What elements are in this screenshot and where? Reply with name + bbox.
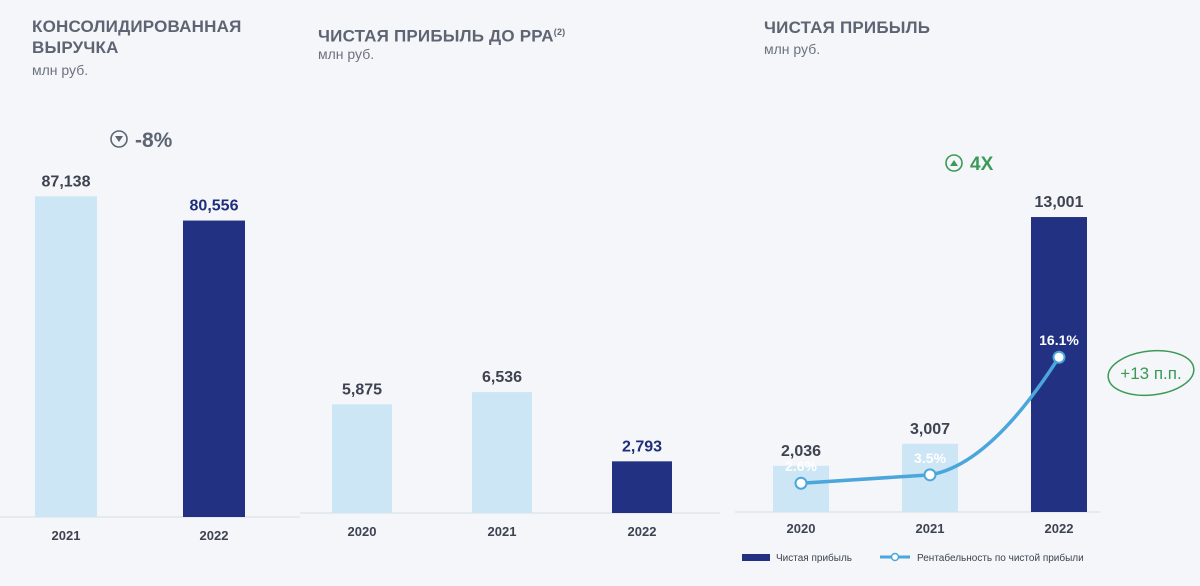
margin-line [799,355,1061,485]
revenue-unit: млн руб. [32,62,89,78]
revenue-title-line2: ВЫРУЧКА [32,38,119,57]
up-arrow-icon [945,154,963,172]
revenue-panel: КОНСОЛИДИРОВАННАЯ ВЫРУЧКА млн руб. -8% 8… [0,0,300,586]
net-profit-panel: ЧИСТАЯ ПРИБЫЛЬ млн руб. 4X +13 п.п. Чист… [720,0,1200,586]
margin-change-circle [1107,349,1195,397]
net-profit-change-label: 4X [970,154,994,175]
revenue-bar-2022 [183,220,245,517]
ebitda-tick-2022: 2022 [628,524,657,539]
ebitda-panel: ЧИСТАЯ ПРИБЫЛЬ ДО РРА(2) млн руб. 5,875 2… [300,0,720,586]
ebitda-unit: млн руб. [318,46,375,62]
margin-label-2021: 3.5% [914,450,946,466]
up-arrow-icon-glyph [950,160,958,166]
net-profit-tick-2020: 2020 [787,521,816,536]
ebitda-value-label-2022: 2,793 [622,438,662,455]
revenue-tick-2021: 2021 [52,528,81,543]
net-profit-change-badge: 4X [945,154,994,175]
margin-label-2022: 16.1% [1039,332,1079,348]
margin-point-2021 [923,468,937,482]
ebitda-title: ЧИСТАЯ ПРИБЫЛЬ ДО РРА(2) [318,22,565,47]
ebitda-chart: 5,875 2020 6,536 2021 2,793 2022 [300,369,720,539]
revenue-tick-2022: 2022 [200,528,229,543]
margin-label-2020: 2.6% [785,458,817,474]
chart-legend: Чистая прибыль Рентабельность по чистой … [742,552,1084,564]
net-profit-tick-2021: 2021 [916,521,945,536]
ebitda-tick-2020: 2020 [348,524,377,539]
margin-change-badge: +13 п.п. [1107,349,1195,397]
net-profit-chart: 4X +13 п.п. Чистая прибыль Рентабельност… [735,154,1195,564]
revenue-title-line1: КОНСОЛИДИРОВАННАЯ [32,17,242,36]
net-profit-title: ЧИСТАЯ ПРИБЫЛЬ [764,18,931,37]
margin-point-2022 [1052,350,1066,364]
net-profit-tick-2022: 2022 [1045,521,1074,536]
legend-bars-label: Чистая прибыль [776,552,852,564]
ebitda-title-text: ЧИСТАЯ ПРИБЫЛЬ ДО РРА [318,26,554,46]
net-profit-value-label-2021: 3,007 [910,421,950,438]
legend-line-label: Рентабельность по чистой прибыли [917,552,1084,564]
ebitda-bar-2021 [472,392,532,513]
ebitda-title-footnote: (2) [553,27,566,37]
down-arrow-icon-glyph [115,136,123,142]
ebitda-tick-2021: 2021 [488,524,517,539]
legend-bars-swatch [742,554,770,561]
net-profit-bar-2022 [1031,217,1087,513]
revenue-change-label: -8% [135,129,173,152]
margin-change-label: +13 п.п. [1120,364,1181,383]
margin-point-2020 [794,476,808,490]
revenue-bar-2021 [35,196,97,517]
ebitda-value-label-2020: 5,875 [342,381,382,398]
revenue-change-badge: -8% [110,129,173,152]
revenue-value-label-2021: 87,138 [42,173,91,190]
ebitda-value-label-2021: 6,536 [482,369,522,386]
net-profit-value-label-2020: 2,036 [781,443,821,460]
net-profit-value-label-2022: 13,001 [1035,194,1084,211]
down-arrow-icon [110,130,128,148]
ebitda-bar-2020 [332,404,392,513]
revenue-value-label-2022: 80,556 [190,198,239,215]
revenue-chart: -8% 87,138 2021 80,556 2022 [0,129,300,543]
revenue-title: КОНСОЛИДИРОВАННАЯ ВЫРУЧКА [32,16,242,58]
ebitda-bar-2022 [612,461,672,513]
net-profit-unit: млн руб. [764,41,821,57]
legend-line-marker [890,552,900,562]
